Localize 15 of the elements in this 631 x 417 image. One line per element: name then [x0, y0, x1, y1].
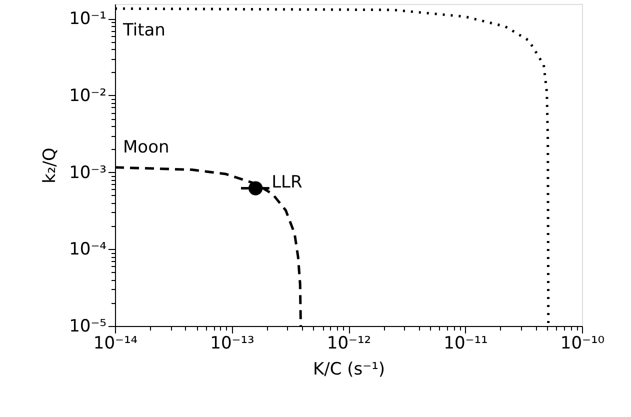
x-tick-label: 10⁻¹² [326, 334, 372, 354]
series-label: LLR [272, 172, 303, 192]
x-tick-label: 10⁻¹⁰ [560, 334, 605, 354]
y-tick-label: 10⁻¹ [69, 9, 106, 30]
y-tick-label: 10⁻⁵ [69, 316, 106, 336]
x-axis-title: K/C (s⁻¹) [312, 360, 386, 380]
series-label: Moon [123, 137, 170, 158]
y-tick-label: 10⁻⁴ [69, 240, 107, 260]
x-tick-label: 10⁻¹⁴ [93, 334, 138, 354]
x-tick-label: 10⁻¹¹ [444, 334, 488, 354]
series-label: Titan [122, 20, 166, 41]
y-axis-title: k₂/Q [40, 148, 60, 184]
y-tick-label: 10⁻² [69, 86, 106, 106]
y-tick-label: 10⁻³ [69, 162, 106, 183]
x-tick-label: 10⁻¹³ [210, 334, 254, 354]
